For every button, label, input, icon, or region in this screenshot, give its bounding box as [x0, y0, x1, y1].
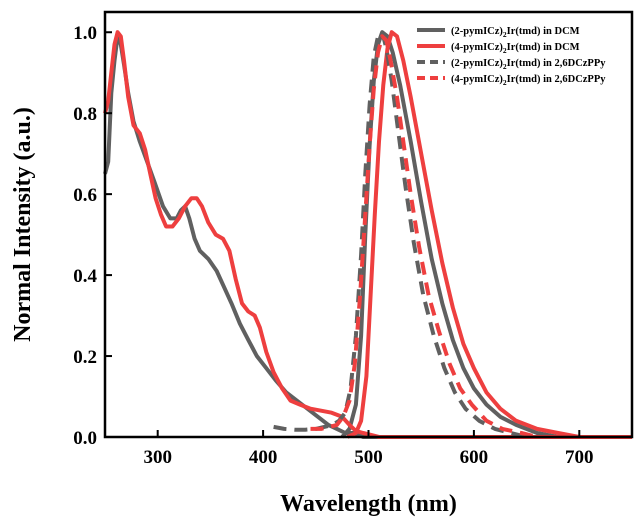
x-axis-label: Wavelength (nm) [280, 491, 457, 517]
y-tick-label: 1.0 [73, 23, 97, 44]
y-tick-label: 0.0 [73, 428, 97, 449]
y-tick-label: 0.2 [73, 347, 97, 368]
legend: (2-pymICz)2Ir(tmd) in DCM (4-pymICz)2Ir(t… [417, 26, 606, 87]
x-tick-label: 300 [143, 447, 172, 468]
y-tick-label: 0.8 [73, 104, 97, 125]
legend-label: (4-pymICz)2Ir(tmd) in DCM [451, 42, 580, 55]
x-tick-label: 500 [354, 447, 383, 468]
x-tick-label: 700 [565, 447, 594, 468]
legend-label: (4-pymICz)2Ir(tmd) in 2,6DCzPPy [451, 74, 606, 87]
y-tick-label: 0.4 [73, 266, 97, 287]
legend-label: (2-pymICz)2Ir(tmd) in 2,6DCzPPy [451, 58, 606, 71]
x-tick-label: 400 [249, 447, 278, 468]
ticks-layer: 300 400 500 600 700 0.0 0.2 0.4 0.6 0.8 1.0 [73, 23, 593, 468]
series-line-4 [310, 34, 538, 439]
y-axis-label: Normal Intensity (a.u.) [10, 107, 36, 342]
series-line-3 [273, 30, 528, 439]
series-layer [103, 30, 632, 439]
x-tick-label: 600 [460, 447, 489, 468]
y-tick-label: 0.6 [73, 185, 97, 206]
series-line-1 [103, 30, 632, 439]
series-line-2 [103, 30, 632, 439]
legend-label: (2-pymICz)2Ir(tmd) in DCM [451, 26, 580, 39]
